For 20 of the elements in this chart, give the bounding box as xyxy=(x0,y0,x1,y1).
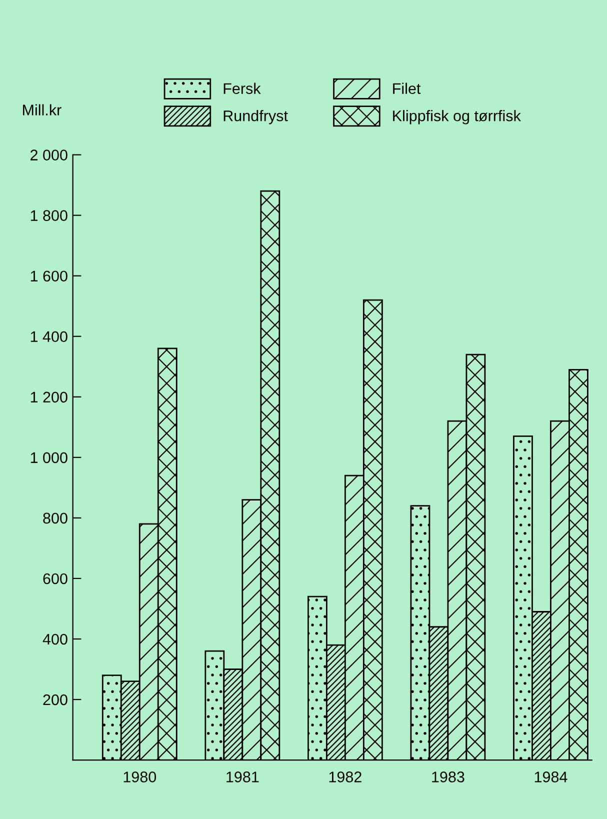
x-tick-label: 1984 xyxy=(534,772,568,782)
y-tick-label: 1 800 xyxy=(30,210,68,221)
y-tick-label: 800 xyxy=(43,512,68,524)
legend-label: Filet xyxy=(393,82,421,94)
y-tick-label: 200 xyxy=(43,694,68,706)
x-tick-label: 1981 xyxy=(226,772,259,782)
y-tick-label: 1 400 xyxy=(30,331,68,342)
y-tick-label: 1 000 xyxy=(30,452,68,464)
y-axis-title: Mill.kr xyxy=(23,104,62,116)
legend-label: Rundfryst xyxy=(224,110,288,124)
x-tick-label: 1982 xyxy=(329,772,362,782)
y-tick-label: 1 600 xyxy=(30,270,68,282)
y-tick-label: 1 200 xyxy=(30,392,68,403)
x-tick-label: 1983 xyxy=(432,772,464,782)
x-tick-label: 1980 xyxy=(124,772,156,782)
y-tick-label: 600 xyxy=(43,573,68,584)
legend-label: Fersk xyxy=(224,82,261,94)
legend-label: Klippfisk og tørrfisk xyxy=(393,110,521,124)
y-tick-label: 400 xyxy=(42,634,68,645)
y-tick-label: 2 000 xyxy=(30,150,68,160)
